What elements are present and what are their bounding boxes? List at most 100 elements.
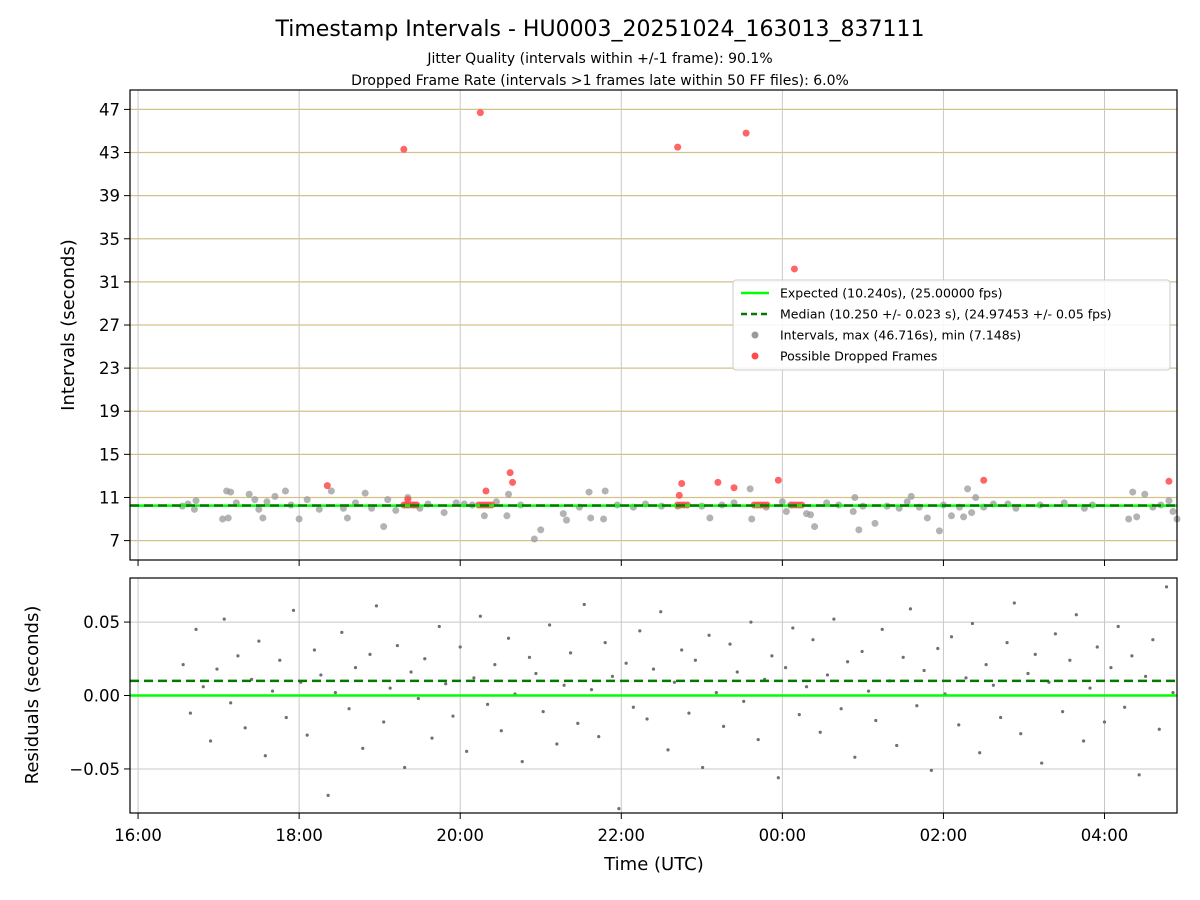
interval-point (361, 489, 369, 497)
residuals-y-ticks: −0.05 0.00 0.05 (69, 613, 130, 779)
residual-point (562, 683, 566, 687)
dropped-frame-point (742, 129, 750, 137)
intervals-plot: 7 11 15 19 23 27 31 35 39 43 47 Intervals (seconds… (58, 89, 1181, 566)
interval-point (968, 509, 976, 517)
dropped-frame-point (404, 496, 412, 504)
legend-swatch-marker (751, 331, 759, 339)
residual-point (936, 646, 940, 651)
residual-point (493, 663, 497, 667)
residual-point (1151, 638, 1155, 642)
interval-point (392, 506, 400, 514)
residual-point (978, 751, 982, 755)
residual-point (832, 617, 836, 621)
chart-subtitle-dropped: Dropped Frame Rate (intervals >1 frames … (351, 73, 849, 89)
residual-point (1074, 613, 1078, 617)
residual-point (201, 685, 205, 689)
residual-point (472, 676, 476, 680)
dropped-frame-point (506, 469, 514, 477)
dropped-frame-point (400, 145, 408, 153)
interval-point (537, 526, 545, 534)
residuals-series (181, 585, 1175, 811)
residual-point (1130, 654, 1134, 658)
interval-point (903, 498, 911, 506)
interval-point (505, 490, 513, 498)
residual-point (624, 661, 628, 665)
intervals-y-tick-label: 7 (110, 532, 121, 551)
residual-point (541, 710, 545, 714)
residual-point (742, 699, 746, 703)
legend-entry: Intervals, max (46.716s), min (7.148s) (751, 328, 1021, 343)
residual-point (707, 633, 711, 637)
interval-point (855, 526, 863, 534)
x-tick-label: 20:00 (436, 826, 484, 845)
interval-point (601, 487, 609, 495)
residual-point (1116, 624, 1120, 629)
intervals-y-tick-label: 15 (99, 445, 120, 464)
residual-point (485, 702, 490, 706)
intervals-x-ticks (137, 560, 1106, 566)
legend-entry: Median (10.250 +/- 0.023 s), (24.97453 +… (741, 307, 1111, 322)
residual-point (430, 736, 434, 740)
interval-point (1129, 488, 1137, 496)
interval-point (530, 535, 538, 543)
residual-point (181, 663, 185, 667)
x-tick-label: 16:00 (114, 826, 162, 845)
interval-point (384, 496, 392, 504)
residual-point (853, 755, 857, 759)
residual-point (499, 729, 503, 733)
residual-point (949, 635, 954, 639)
intervals-y-tick-label: 27 (99, 316, 120, 335)
interval-point (871, 519, 879, 527)
interval-point (947, 512, 955, 520)
dropped-frame-point (774, 476, 782, 484)
residuals-reference-lines (130, 679, 1177, 697)
residual-point (735, 670, 739, 674)
legend-label: Expected (10.240s), (25.00000 fps) (780, 286, 1002, 301)
residual-point (756, 737, 760, 742)
residual-point (638, 629, 642, 633)
residual-point (236, 654, 240, 658)
interval-point (1165, 497, 1173, 505)
residual-point (353, 665, 358, 670)
dropped-frame-point (980, 476, 988, 484)
interval-point (706, 514, 714, 522)
interval-point (1141, 490, 1149, 498)
residual-point (582, 602, 586, 607)
residual-point (188, 711, 193, 715)
residual-point (361, 746, 365, 750)
interval-point (303, 496, 311, 504)
residual-point (1005, 641, 1009, 645)
residual-point (458, 645, 462, 649)
chart-title: Timestamp Intervals - HU0003_20251024_16… (274, 17, 924, 42)
legend-entry: Possible Dropped Frames (751, 349, 937, 364)
residual-point (1012, 601, 1016, 605)
residual-point (478, 614, 482, 618)
residual-point (568, 651, 573, 655)
interval-point (559, 510, 567, 518)
residual-point (1102, 720, 1107, 724)
interval-point (219, 515, 227, 523)
residual-point (659, 610, 663, 614)
intervals-y-tick-label: 35 (99, 230, 120, 249)
legend: Expected (10.240s), (25.00000 fps) Median… (732, 279, 1171, 371)
intervals-y-tick-label: 39 (99, 187, 120, 206)
dropped-frame-point (509, 478, 517, 486)
residual-point (811, 638, 815, 642)
residual-point (908, 607, 913, 611)
residual-point (776, 776, 780, 780)
residual-point (603, 641, 607, 645)
residual-point (257, 639, 261, 643)
intervals-y-axis-label: Intervals (seconds) (58, 239, 79, 411)
residual-point (714, 690, 718, 695)
residual-point (874, 718, 878, 723)
residual-point (506, 636, 511, 640)
residual-point (229, 701, 233, 705)
residual-point (818, 730, 822, 734)
residual-point (1081, 739, 1086, 743)
residual-point (589, 688, 594, 692)
residual-point (1143, 674, 1148, 679)
interval-point (327, 487, 335, 495)
legend-label: Median (10.250 +/- 0.023 s), (24.97453 +… (780, 307, 1111, 322)
residual-point (278, 658, 282, 662)
